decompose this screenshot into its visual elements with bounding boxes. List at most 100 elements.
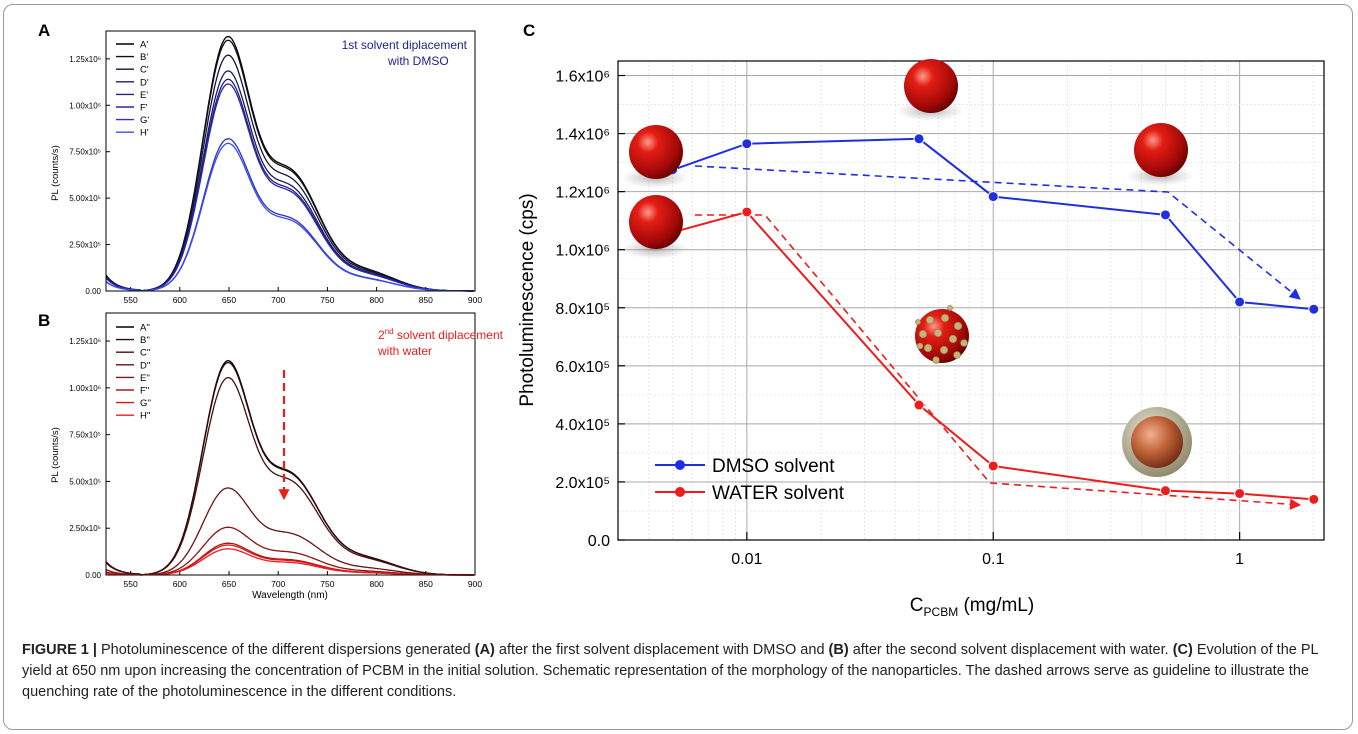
- data-point-dmso: [1234, 296, 1246, 308]
- xtick-label: 900: [468, 579, 482, 589]
- spectrum-curve-7: [105, 138, 474, 292]
- ytick-label: 1.00x10⁶: [69, 384, 101, 393]
- spectrum-curve-3: [105, 376, 474, 576]
- panel-a-plot-frame: [105, 30, 476, 292]
- nanoparticle-schematic-2: [621, 195, 689, 259]
- ytick-label: 2.0x10⁵: [555, 475, 610, 492]
- panel-b-annotation-line1: 2nd solvent diplacement: [378, 327, 504, 342]
- xtick-label: 550: [124, 295, 138, 305]
- panel-b: B PL (counts/s) 0.00 2.50x10⁵ 5.00x10⁵ 7.50…: [38, 311, 504, 601]
- legend-label: WATER solvent: [712, 483, 845, 504]
- legend-label: B'': [140, 335, 150, 346]
- xtick-label: 700: [271, 295, 285, 305]
- panel-a-curves: [105, 35, 474, 292]
- caption-ref-b: (B): [828, 642, 849, 658]
- panel-c-legend: DMSO solvent WATER solvent: [655, 456, 845, 504]
- legend-label: C'': [140, 348, 151, 359]
- panel-c-grid: [617, 61, 1324, 541]
- panel-b-xticks: 550 600 650 700 750 800 850 900: [124, 571, 482, 589]
- panel-a-ylabel: PL (counts/s): [50, 145, 61, 201]
- legend-label: F'': [140, 386, 150, 397]
- data-point-dmso: [987, 191, 999, 203]
- ytick-label: 4.0x10⁵: [555, 417, 610, 434]
- ytick-label: 1.4x10⁶: [555, 127, 610, 144]
- panel-c-xlabel: CPCBM (mg/mL): [910, 595, 1034, 619]
- caption-text-1: Photoluminescence of the different dispe…: [96, 642, 475, 658]
- legend-label: G'': [140, 398, 151, 409]
- panel-a-label: A: [38, 21, 50, 40]
- xtick-label: 1: [1235, 551, 1244, 568]
- legend-label: E': [140, 90, 148, 101]
- ytick-label: 5.00x10⁵: [69, 194, 101, 203]
- nanoparticle-schematic-coreshell: [1122, 407, 1192, 477]
- data-point-dmso: [741, 138, 753, 150]
- xtick-label: 650: [222, 295, 236, 305]
- panel-c-yticks: 0.0 2.0x10⁵ 4.0x10⁵ 6.0x10⁵ 8.0x10⁵ 1.0x10⁶ 1.…: [555, 69, 625, 550]
- panel-b-plot-frame: [105, 312, 476, 576]
- ytick-label: 7.50x10⁵: [69, 431, 101, 440]
- data-point-dmso: [1308, 303, 1320, 315]
- panel-a-xticks: 550 600 650 700 750 800 850 900: [124, 287, 482, 305]
- xtick-label: 750: [320, 295, 334, 305]
- data-point-dmso: [1159, 209, 1171, 221]
- legend-marker: [675, 487, 685, 497]
- xtick-label: 650: [222, 579, 236, 589]
- legend-label: E'': [140, 373, 150, 384]
- ytick-label: 2.50x10⁵: [69, 241, 101, 250]
- xtick-label: 750: [320, 579, 334, 589]
- legend-marker: [675, 460, 685, 470]
- panel-c-ylabel: Photoluminescence (cps): [517, 193, 538, 406]
- xtick-label: 800: [370, 295, 384, 305]
- spectrum-curve-4: [105, 70, 474, 292]
- caption-lead: FIGURE 1 |: [22, 642, 97, 658]
- xtick-label: 600: [173, 295, 187, 305]
- panel-c-plot-frame: [617, 60, 1325, 541]
- legend-label: D'': [140, 360, 151, 371]
- legend-label: C': [140, 65, 149, 76]
- panel-a-annotation-line1: 1st solvent diplacement: [342, 38, 468, 52]
- caption-text-3: after the second solvent displacement wi…: [848, 642, 1173, 658]
- panel-b-label: B: [38, 311, 50, 330]
- legend-label: H'': [140, 411, 151, 422]
- spectrum-curve-3: [105, 54, 474, 292]
- water-quench-guide-arrow: [695, 214, 1302, 510]
- legend-label: H': [140, 128, 149, 139]
- xtick-label: 900: [468, 295, 482, 305]
- ytick-label: 1.00x10⁶: [69, 101, 101, 110]
- legend-label: D': [140, 77, 149, 88]
- ytick-label: 2.50x10⁵: [69, 524, 101, 533]
- figure-frame: [3, 4, 1353, 730]
- ytick-label: 1.0x10⁶: [555, 243, 610, 260]
- panel-c-series: [667, 133, 1320, 505]
- ytick-label: 1.25x10⁶: [69, 337, 101, 346]
- spectrum-curve-2: [105, 361, 474, 576]
- caption-ref-a: (A): [474, 642, 495, 658]
- spectrum-curve-6: [105, 83, 474, 292]
- caption-text-4: Evolution of the PL yield at 650 nm upon…: [22, 642, 1319, 700]
- spectrum-curve-5: [105, 526, 474, 576]
- panel-b-xlabel: Wavelength (nm): [252, 590, 328, 601]
- nanoparticle-schematic-dotted: [915, 305, 969, 364]
- ytick-label: 0.0: [588, 533, 610, 550]
- data-point-water: [741, 206, 753, 218]
- xtick-label: 700: [271, 579, 285, 589]
- xtick-label: 800: [370, 579, 384, 589]
- panel-a: A PL (counts/s) 0.00 2.50x10⁵ 5.00x10⁵ 7.50…: [38, 21, 482, 305]
- ytick-label: 7.50x10⁵: [69, 148, 101, 157]
- legend-label: A'': [140, 323, 150, 334]
- panel-b-curves: [105, 359, 474, 576]
- nanoparticle-schematic-4: [1126, 123, 1194, 186]
- data-point-water: [1308, 493, 1320, 505]
- xtick-label: 850: [419, 295, 433, 305]
- caption-ref-c: (C): [1172, 642, 1193, 658]
- ytick-label: 0.00: [85, 287, 101, 296]
- panel-c-xticks: 0.01 0.1 1: [731, 532, 1244, 568]
- spectrum-curve-8: [105, 142, 474, 292]
- panel-c: C Photoluminescence (cps) 0.0 2.0x10⁵ 4.0x…: [517, 21, 1325, 619]
- panel-a-yticks: 0.00 2.50x10⁵ 5.00x10⁵ 7.50x10⁵ 1.00x10⁶ 1.25…: [69, 55, 110, 296]
- data-point-dmso: [913, 133, 925, 145]
- ytick-label: 5.00x10⁵: [69, 477, 101, 486]
- data-point-water: [1159, 485, 1171, 497]
- panel-a-legend: A'B' C'D' E' F'G' H': [116, 40, 149, 139]
- xtick-label: 550: [124, 579, 138, 589]
